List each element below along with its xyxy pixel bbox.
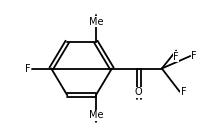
Text: F: F [25,64,31,73]
Text: Me: Me [89,110,103,120]
Text: F: F [173,52,179,62]
Text: Me: Me [89,17,103,27]
Text: F: F [191,51,197,61]
Text: F: F [180,87,186,97]
Text: O: O [135,87,143,97]
